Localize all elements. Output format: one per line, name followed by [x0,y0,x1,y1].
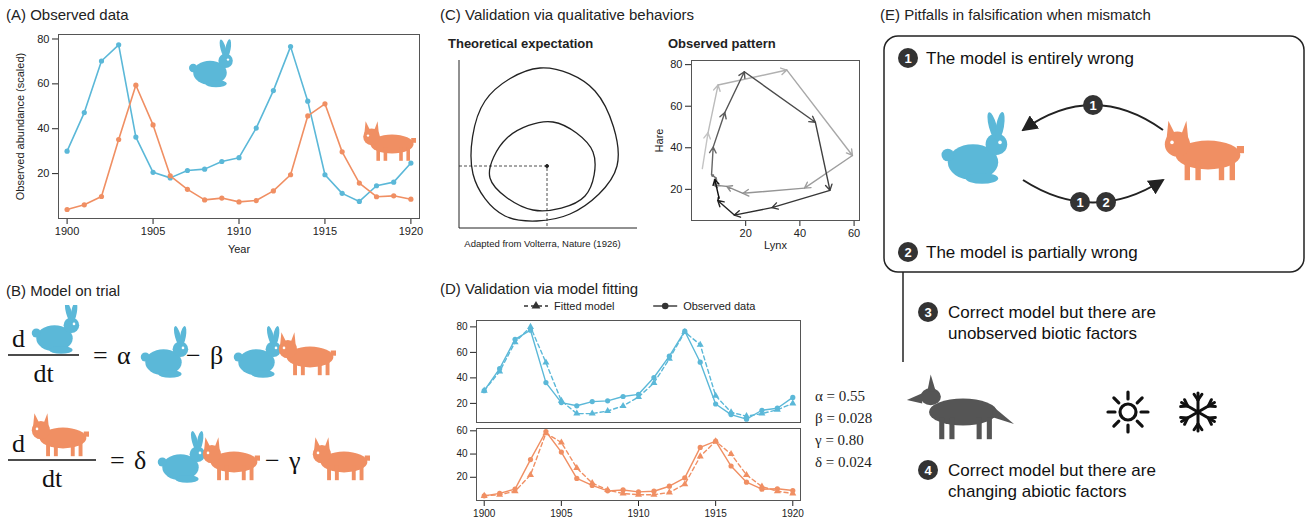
html-text:δ = 0.024: δ = 0.024 [815,454,872,470]
html-text:α = 0.55: α = 0.55 [815,388,866,404]
html-text:γ = 0.80: γ = 0.80 [815,432,864,448]
svg-text:Correct model but there are: Correct model but there are [948,461,1156,480]
svg-text:40: 40 [37,122,49,134]
svg-text:γ: γ [288,446,301,475]
svg-text:1900: 1900 [473,508,496,519]
svg-text:β: β [210,341,223,370]
html-text:Observed pattern: Observed pattern [668,36,776,51]
svg-text:1910: 1910 [227,225,251,237]
svg-text:40: 40 [456,448,468,459]
svg-text:Year: Year [228,243,251,255]
svg-text:20: 20 [456,398,468,409]
svg-text:80: 80 [37,33,49,45]
svg-text:20: 20 [37,167,49,179]
svg-text:1910: 1910 [627,508,650,519]
svg-text:1: 1 [904,51,911,66]
svg-text:60: 60 [456,425,468,436]
svg-text:1905: 1905 [141,225,165,237]
html-text:(B) Model on trial: (B) Model on trial [6,282,121,299]
svg-text:40: 40 [456,372,468,383]
svg-text:δ: δ [134,446,146,475]
svg-text:changing abiotic factors: changing abiotic factors [948,482,1127,501]
svg-text:1905: 1905 [550,508,573,519]
svg-text:Fitted model: Fitted model [554,300,615,312]
svg-text:40: 40 [794,227,806,239]
svg-text:1915: 1915 [705,508,728,519]
svg-text:60: 60 [37,77,49,89]
svg-text:d: d [12,429,25,458]
svg-text:4: 4 [924,463,932,478]
svg-text:1915: 1915 [313,225,337,237]
svg-text:1900: 1900 [55,225,79,237]
html-text:(C) Validation via qualitative: (C) Validation via qualitative behaviors [440,6,694,23]
svg-text:dt: dt [33,359,54,388]
svg-text:80: 80 [670,58,682,70]
svg-text:Observed data: Observed data [683,300,756,312]
svg-text:60: 60 [670,100,682,112]
svg-text:2: 2 [1102,195,1109,210]
svg-text:20: 20 [670,183,682,195]
svg-text:3: 3 [924,305,931,320]
svg-text:d: d [12,324,25,353]
svg-text:Lynx: Lynx [764,239,787,251]
svg-text:Observed abundance (scaled): Observed abundance (scaled) [14,53,26,200]
svg-text:20: 20 [456,471,468,482]
svg-text:−: − [265,446,280,475]
html-text:Adapted from Volterra, Nature: Adapted from Volterra, Nature (1926) [464,238,621,249]
svg-text:60: 60 [456,347,468,358]
html-text:(A) Observed data: (A) Observed data [6,6,129,23]
html-text:β = 0.028: β = 0.028 [815,410,873,426]
svg-text:unobserved biotic factors: unobserved biotic factors [948,324,1137,343]
svg-text:The model is partially wrong: The model is partially wrong [926,243,1138,262]
svg-text:=: = [93,341,108,370]
html-text:Theoretical expectation: Theoretical expectation [448,36,594,51]
svg-text:The model is entirely wrong: The model is entirely wrong [926,49,1134,68]
html-text:(D) Validation via model fitti: (D) Validation via model fitting [440,280,639,297]
svg-text:1: 1 [1076,195,1083,210]
svg-text:80: 80 [456,321,468,332]
svg-text:−: − [186,341,201,370]
svg-text:60: 60 [848,227,860,239]
svg-text:α: α [117,341,131,370]
svg-text:40: 40 [670,141,682,153]
svg-text:=: = [110,446,125,475]
svg-text:2: 2 [904,245,911,260]
svg-text:dt: dt [42,464,63,493]
svg-text:1: 1 [1089,98,1096,113]
svg-text:20: 20 [740,227,752,239]
svg-text:Hare: Hare [653,129,665,153]
svg-text:Correct model but there are: Correct model but there are [948,303,1156,322]
svg-text:1920: 1920 [782,508,805,519]
html-text:(E) Pitfalls in falsification: (E) Pitfalls in falsification when misma… [880,6,1151,23]
svg-text:1920: 1920 [399,225,423,237]
